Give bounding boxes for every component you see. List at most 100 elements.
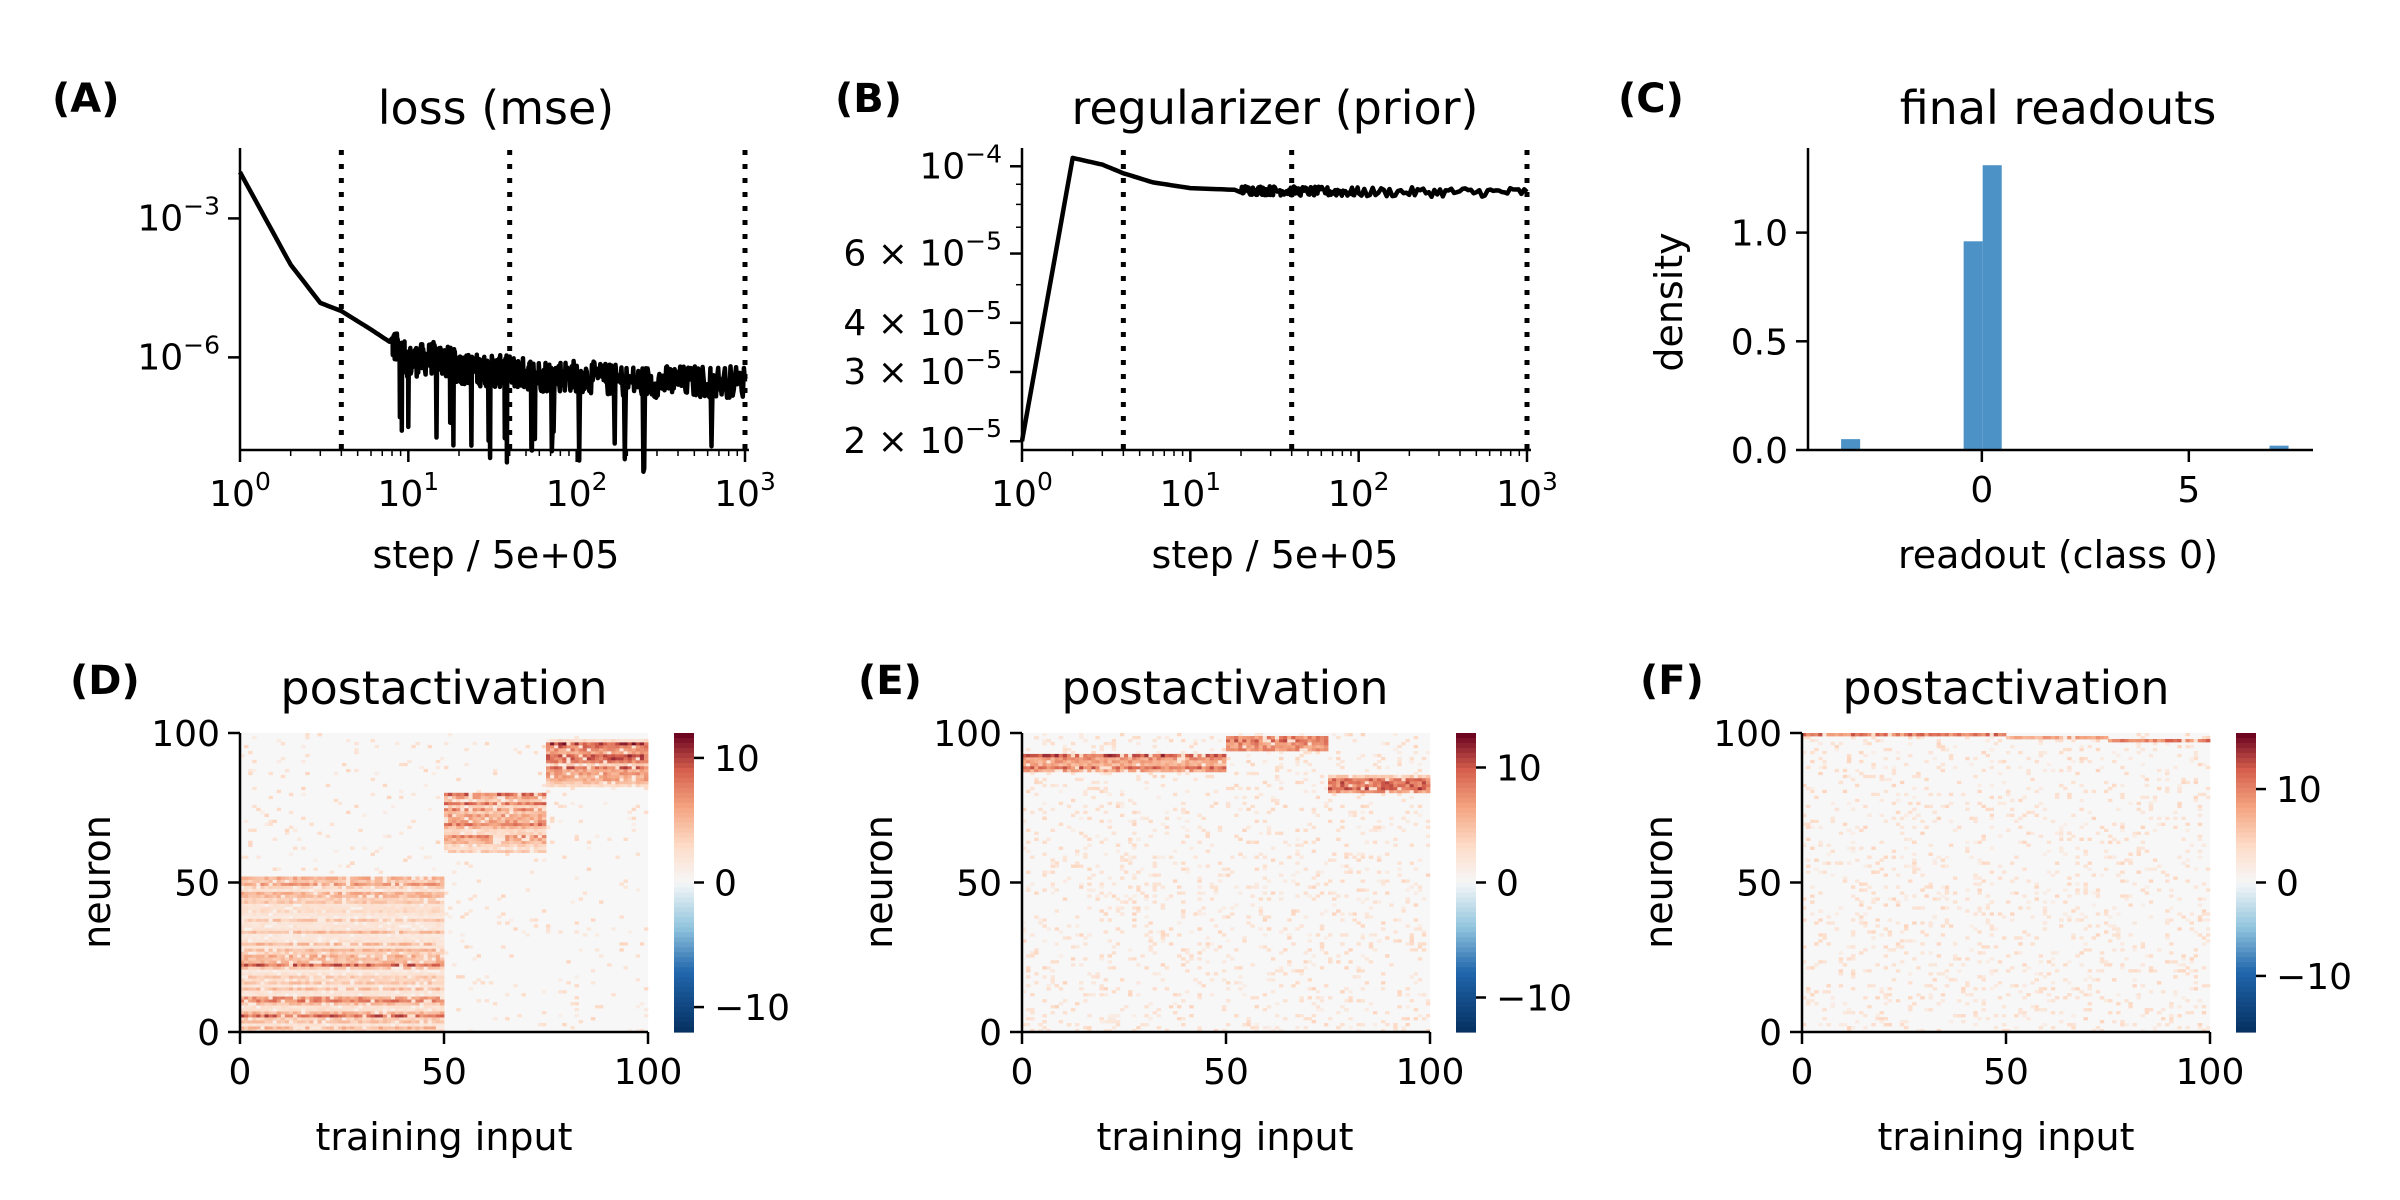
heatmap-cell [509, 843, 514, 848]
heatmap-cell [386, 954, 392, 958]
heatmap-cell [480, 810, 486, 815]
heatmap-cell [309, 912, 314, 916]
heatmap-cell [342, 909, 347, 913]
heatmap-cell [390, 975, 396, 979]
heatmap-cell [390, 969, 396, 973]
heatmap-cell [623, 765, 628, 770]
heatmap-cell [415, 1011, 420, 1015]
heatmap-cell [1111, 894, 1117, 898]
heatmap-cell [297, 1002, 302, 1006]
heatmap-cell [578, 750, 584, 755]
heatmap-cell [370, 927, 376, 931]
heatmap-cell [288, 936, 294, 940]
heatmap-cell [382, 960, 388, 964]
heatmap-cell [439, 876, 445, 880]
heatmap-cell [288, 903, 294, 907]
heatmap-cell [382, 969, 388, 973]
heatmap-cell [419, 879, 424, 883]
heatmap-cell [1364, 768, 1370, 773]
heatmap-cell [342, 879, 347, 883]
heatmap-cell [480, 837, 486, 842]
heatmap-cell [374, 918, 380, 922]
heatmap-cell [1177, 733, 1182, 737]
heatmap-cell [505, 804, 510, 809]
heatmap-cell [362, 900, 367, 904]
heatmap-cell [280, 906, 286, 910]
heatmap-cell [574, 750, 580, 755]
heatmap-cell [635, 1029, 641, 1033]
heatmap-cell [1209, 774, 1215, 779]
heatmap-cell [1344, 870, 1349, 874]
heatmap-cell [1303, 828, 1308, 832]
heatmap-cell [1034, 891, 1039, 895]
heatmap-cell [358, 915, 363, 919]
heatmap-cell [643, 786, 649, 791]
heatmap-cell [346, 963, 351, 967]
heatmap-cell [362, 948, 367, 952]
heatmap-cell [431, 948, 437, 952]
heatmap-cell [1144, 882, 1149, 886]
heatmap-cell [301, 882, 306, 886]
heatmap-cell [1181, 738, 1186, 743]
heatmap-cell [268, 966, 274, 970]
heatmap-cell [260, 903, 265, 907]
heatmap-cell [325, 927, 331, 931]
heatmap-cell [256, 1005, 261, 1009]
heatmap-cell [546, 759, 551, 764]
heatmap-cell [407, 936, 412, 940]
heatmap-cell [362, 981, 367, 985]
heatmap-cell [374, 1011, 380, 1015]
heatmap-cell [309, 948, 314, 952]
heatmap-cell [329, 957, 335, 961]
heatmap-cell [1022, 819, 1027, 823]
heatmap-cell [329, 993, 335, 997]
heatmap-cell [574, 774, 580, 779]
heatmap-cell [244, 972, 249, 976]
heatmap-cell [395, 915, 400, 919]
colorbar-segment [674, 987, 694, 993]
heatmap-cell [284, 945, 290, 949]
heatmap-cell [407, 984, 412, 988]
heatmap-cell [366, 972, 371, 976]
x-axis-label: readout (class 0) [1898, 533, 2218, 577]
colorbar-segment [674, 742, 694, 749]
heatmap-cell [1083, 834, 1088, 838]
heatmap-cell [554, 759, 559, 764]
heatmap-cell [594, 738, 600, 743]
heatmap-cell [533, 810, 539, 815]
heatmap-cell [370, 966, 376, 970]
heatmap-cell [325, 906, 331, 910]
heatmap-cell [517, 846, 522, 851]
heatmap-cell [407, 972, 412, 976]
heatmap-cell [358, 987, 363, 991]
heatmap-cell [284, 966, 290, 970]
heatmap-cell [288, 945, 294, 949]
heatmap-cell [333, 918, 339, 922]
heatmap-cell [350, 972, 355, 976]
heatmap-cell [452, 846, 457, 851]
heatmap-cell [313, 909, 318, 913]
heatmap-cell [382, 1017, 388, 1021]
heatmap-cell [342, 1029, 347, 1033]
heatmap-cell [382, 945, 388, 949]
heatmap-cell [293, 975, 298, 979]
heatmap-cell [1160, 783, 1166, 788]
heatmap-cell [333, 1011, 339, 1015]
heatmap-cell [1026, 984, 1031, 988]
heatmap-cell [537, 792, 543, 797]
heatmap-cell [260, 909, 265, 913]
heatmap-cell [407, 987, 412, 991]
heatmap-cell [431, 918, 437, 922]
heatmap-cell [1311, 849, 1317, 853]
heatmap-cell [607, 837, 612, 841]
heatmap-cell [1311, 1014, 1317, 1018]
heatmap-cell [313, 897, 318, 901]
heatmap-cell [276, 966, 282, 970]
heatmap-cell [439, 882, 445, 886]
heatmap-cell [268, 975, 274, 979]
heatmap-cell [244, 855, 249, 859]
heatmap-cell [297, 894, 302, 898]
heatmap-cell [546, 927, 551, 931]
heatmap-cell [419, 924, 424, 928]
heatmap-cell [444, 813, 449, 818]
